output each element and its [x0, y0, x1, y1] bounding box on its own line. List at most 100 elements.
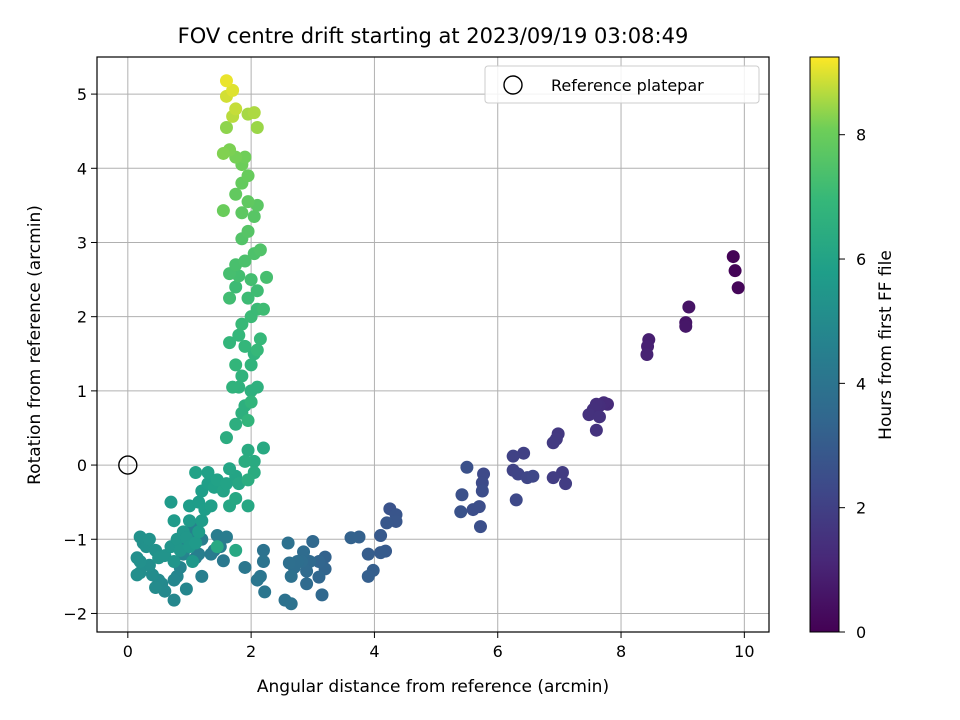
data-point: [546, 436, 560, 450]
chart-title: FOV centre drift starting at 2023/09/19 …: [178, 24, 689, 48]
data-point: [241, 414, 255, 428]
data-point: [229, 543, 243, 557]
legend-label: Reference platepar: [551, 76, 704, 95]
data-point: [238, 560, 252, 574]
data-point: [167, 514, 181, 528]
x-tick-label: 0: [123, 642, 133, 661]
data-point: [195, 569, 209, 583]
data-point: [380, 516, 394, 530]
y-tick-label: 4: [77, 159, 87, 178]
data-point: [238, 254, 252, 268]
data-point: [219, 431, 233, 445]
data-point: [241, 499, 255, 513]
data-point: [546, 471, 560, 485]
x-tick-label: 6: [493, 642, 503, 661]
data-point: [235, 369, 249, 383]
colorbar-gradient: [809, 56, 840, 633]
data-point: [284, 597, 298, 611]
data-point: [219, 477, 233, 491]
data-point: [189, 465, 203, 479]
data-point: [559, 477, 573, 491]
data-point: [149, 580, 163, 594]
colorbar-tick-label: 2: [856, 499, 866, 518]
data-point: [315, 588, 329, 602]
legend: Reference platepar: [484, 65, 760, 104]
data-point: [232, 328, 246, 342]
data-point: [374, 546, 388, 560]
data-point: [466, 503, 480, 517]
legend-marker-icon: [503, 75, 523, 95]
colorbar-tick-label: 8: [856, 126, 866, 145]
data-point: [297, 545, 311, 559]
data-point: [195, 514, 209, 528]
data-point: [216, 554, 230, 568]
data-point: [164, 495, 178, 509]
data-point: [223, 336, 237, 350]
data-point: [244, 358, 258, 372]
data-point: [473, 520, 487, 534]
data-point: [517, 446, 531, 460]
data-point: [216, 146, 230, 160]
data-point: [460, 460, 474, 474]
data-point: [229, 491, 243, 505]
data-point: [344, 531, 358, 545]
data-point: [582, 408, 596, 422]
data-point: [312, 570, 326, 584]
data-point: [201, 465, 215, 479]
data-point: [241, 291, 255, 305]
x-tick-label: 10: [734, 642, 754, 661]
colorbar-tick-label: 6: [856, 250, 866, 269]
data-point: [726, 250, 740, 264]
data-point: [241, 195, 255, 209]
data-point: [219, 74, 233, 88]
data-point: [256, 555, 270, 569]
y-tick-label: 3: [77, 233, 87, 252]
data-point: [167, 555, 181, 569]
data-point: [241, 169, 255, 183]
data-point: [250, 120, 264, 134]
data-point: [241, 443, 255, 457]
data-point: [167, 573, 181, 587]
y-axis-ticks: −2 −1 0 1 2 3 4 5: [63, 85, 97, 623]
reference-marker: [118, 455, 138, 475]
data-point: [244, 395, 258, 409]
data-point: [244, 273, 258, 287]
data-point: [300, 577, 314, 591]
colorbar: 0 2 4 6 8 Hours from first FF file: [809, 56, 896, 642]
data-point: [282, 556, 296, 570]
data-point: [238, 150, 252, 164]
data-point: [223, 291, 237, 305]
data-point: [192, 525, 206, 539]
data-point: [247, 210, 261, 224]
data-point: [728, 264, 742, 278]
data-point: [250, 380, 264, 394]
y-tick-label: 0: [77, 456, 87, 475]
scatter-points: [130, 74, 745, 611]
data-point: [241, 224, 255, 238]
x-axis-ticks: 0 2 4 6 8 10: [123, 632, 755, 661]
data-point: [250, 284, 264, 298]
y-axis-label: Rotation from reference (arcmin): [25, 205, 45, 485]
data-point: [253, 243, 267, 257]
colorbar-label: Hours from first FF file: [876, 250, 896, 440]
colorbar-tick-label: 0: [856, 623, 866, 642]
data-point: [238, 339, 252, 353]
data-point: [133, 555, 147, 569]
data-point: [306, 534, 320, 548]
data-point: [235, 317, 249, 331]
data-point: [229, 187, 243, 201]
x-tick-label: 4: [369, 642, 379, 661]
data-point: [258, 585, 272, 599]
data-point: [186, 555, 200, 569]
data-point: [509, 493, 523, 507]
data-point: [589, 423, 603, 437]
data-point: [682, 300, 696, 314]
data-point: [142, 532, 156, 546]
y-tick-label: −2: [63, 604, 87, 623]
data-point: [226, 380, 240, 394]
data-point: [182, 514, 196, 528]
y-tick-label: 5: [77, 85, 87, 104]
data-point: [130, 568, 144, 582]
data-point: [454, 505, 468, 519]
